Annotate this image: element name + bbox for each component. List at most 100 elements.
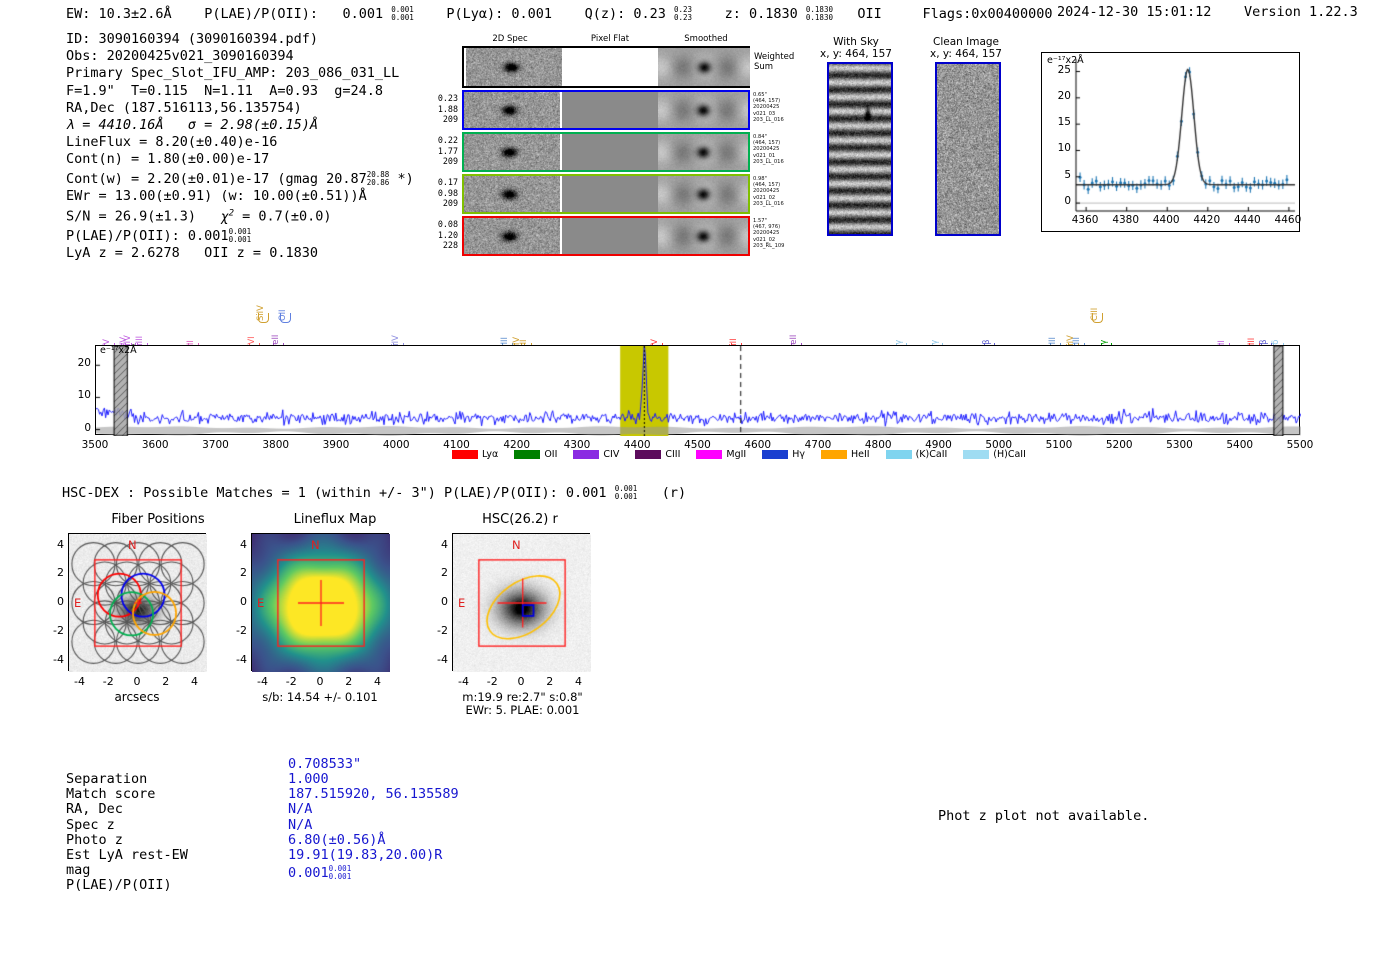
spectrum-xtick: 3800 <box>262 439 290 451</box>
exposure-row-3 <box>462 174 750 214</box>
lineflux-ytick: 0 <box>240 595 247 608</box>
exposure-1-2dspec-image <box>464 92 560 128</box>
hsc-caption-1: m:19.9 re:2.7" s:0.8" <box>462 690 583 704</box>
spectrum-ytick: 20 <box>77 357 91 370</box>
panel-title-hsc: HSC(26.2) r <box>482 512 558 527</box>
spectrum-xtick: 5300 <box>1166 439 1193 451</box>
header-z-bounds: 0.1830 0.1830 <box>805 5 833 22</box>
spectrum-ytick: 0 <box>84 421 91 434</box>
spectrum-xtick: 5200 <box>1105 439 1133 451</box>
lineflux-xtick: 2 <box>345 675 353 688</box>
header-z-type: OII <box>857 6 882 22</box>
mosaic-title-pixelflat: Pixel Flat <box>590 34 630 44</box>
exposure-3-pixelflat-image <box>562 176 658 212</box>
mosaic-title-smoothed: Smoothed <box>684 34 728 44</box>
match-value-5: 6.80(±0.56)Å <box>288 831 386 848</box>
info-cont-n: Cont(n) = 1.80(±0.00)e-17 <box>66 151 270 168</box>
weighted-sum-row <box>462 46 750 88</box>
spectrum-xtick: 4100 <box>443 439 470 451</box>
spectrum-xtick: 4900 <box>925 439 952 451</box>
info-ewr: EWr = 13.00(±0.91) (w: 10.00(±0.51))Å <box>66 187 367 204</box>
legend-label: (K)CaII <box>915 449 948 460</box>
exposure-3-meta: 0.98" (464, 157) 20200425 v021_02 203_LL… <box>753 176 784 207</box>
fiber-xtick: 2 <box>162 675 170 688</box>
spectral-line-bracket <box>257 313 269 323</box>
hsc-image-canvas <box>453 534 591 672</box>
legend-label: OII <box>544 449 558 460</box>
spectrum-xtick: 4700 <box>804 439 832 451</box>
lineflux-xtick: 0 <box>316 675 324 688</box>
info-cont-w: Cont(w) = 2.20(±0.01)e-17 (gmag 20.87 20.… <box>66 169 414 187</box>
match-value-2: 187.515920, 56.135589 <box>288 786 459 803</box>
exposure-2-pixelflat-image <box>562 134 658 170</box>
exposure-4-meta: 1.57" (467, 976) 20200425 v021_02 203_RL… <box>753 218 785 249</box>
hsc-ytick: 2 <box>441 566 448 580</box>
info-plae: P(LAE)/P(OII): 0.001 0.001 0.001 <box>66 226 252 244</box>
hsc-east-label: E <box>458 596 466 610</box>
hsc-image-panel <box>452 533 591 672</box>
match-key-3: Spec z <box>66 816 115 833</box>
exposure-row-1 <box>462 90 750 130</box>
hsc-xtick: -4 <box>458 675 469 688</box>
lineflux-map-canvas <box>252 534 390 672</box>
hsc-xtick: 4 <box>575 675 582 688</box>
source-info-block: ID: 3090160394 (3090160394.pdf) Obs: 202… <box>66 31 414 262</box>
spectrum-xtick: 5100 <box>1045 439 1073 451</box>
legend-item-civ: CIV <box>573 449 619 460</box>
match-value-0: 0.708533" <box>288 755 362 772</box>
hsc-ytick: -2 <box>437 623 448 637</box>
exposure-3-2dspec-image <box>464 176 560 212</box>
legend-swatch <box>452 450 478 459</box>
info-primary-amp: Primary Spec_Slot_IFU_AMP: 203_086_031_L… <box>66 65 400 82</box>
exposure-1-pixelflat-image <box>562 92 658 128</box>
match-detail-table: Separation 0.708533" Match score 1.000 RA, D… <box>66 756 526 902</box>
emission-line-canvas <box>1042 53 1301 233</box>
fiber-positions-canvas <box>69 534 207 672</box>
match-key-4: Photo z <box>66 831 123 848</box>
lineflux-xtick: 4 <box>374 675 381 688</box>
hsc-dex-match-line: HSC-DEX : Possible Matches = 1 (within +… <box>62 483 686 502</box>
emission-line-units: e⁻¹⁷x2Å <box>1047 55 1084 66</box>
cutout-sub-clean: x, y: 464, 157 <box>930 48 1002 60</box>
photz-unavailable-note: Phot z plot not available. <box>938 808 1150 824</box>
header-z: z: 0.1830 <box>724 6 798 22</box>
exposure-4-pixelflat-image <box>562 218 658 254</box>
legend-item-oii: OII <box>514 449 557 460</box>
legend-item-hcaii: (H)CaII <box>963 449 1026 460</box>
header-qz-bounds: 0.23 0.23 <box>673 5 693 22</box>
header-flags: Flags:0x00400000 <box>922 6 1053 22</box>
eline-xtick: 4460 <box>1274 214 1302 226</box>
legend-item-kcaii: (K)CaII <box>885 449 948 460</box>
eline-ytick: 5 <box>1064 168 1071 181</box>
eline-xtick: 4360 <box>1071 214 1099 226</box>
hsc-dex-text: HSC-DEX : Possible Matches = 1 (within +… <box>62 485 607 501</box>
match-key-5: Est LyA rest-EW <box>66 847 188 863</box>
exposure-2-2dspec-image <box>464 134 560 170</box>
weighted-sum-2dspec-image <box>466 48 562 86</box>
cutout-sub-with-sky: x, y: 464, 157 <box>820 48 892 60</box>
header-plae-label: P(LAE)/P(OII): <box>204 6 319 22</box>
version: Version 1.22.3 <box>1243 4 1358 20</box>
clean-image-cutout-image <box>935 62 1001 236</box>
lineflux-ytick: 2 <box>240 566 247 580</box>
exposure-4-smoothed-image <box>658 218 748 254</box>
match-value-6: 19.91(19.83,20.00)R <box>288 847 443 863</box>
fiber-xtick: 4 <box>191 675 198 688</box>
spectrum-xtick: 4000 <box>382 439 410 451</box>
header-summary-line: EW: 10.3±2.6Å P(LAE)/P(OII): 0.001 0.001… <box>66 4 1053 23</box>
cutout-title-clean: Clean Image <box>932 36 1000 48</box>
eline-xtick: 4380 <box>1112 214 1140 226</box>
lineflux-map-panel <box>251 533 390 672</box>
info-radec: RA,Dec (187.516113,56.135754) <box>66 99 302 116</box>
match-key-2: RA, Dec <box>66 801 123 818</box>
exposure-1-left-stats: 0.23 1.88 209 <box>437 93 458 125</box>
spectrum-ytick: 10 <box>77 389 91 402</box>
match-key-1: Match score <box>66 786 156 803</box>
spectral-line-bracket <box>279 313 291 323</box>
hsc-dex-plae-bounds: 0.001 0.001 <box>614 484 638 501</box>
legend-item-ciii: CIII <box>635 449 680 460</box>
legend-label: Hγ <box>792 449 805 460</box>
fiber-ytick: -2 <box>53 623 64 637</box>
match-value-3: N/A <box>288 801 313 818</box>
spectrum-xtick: 4300 <box>563 439 591 451</box>
